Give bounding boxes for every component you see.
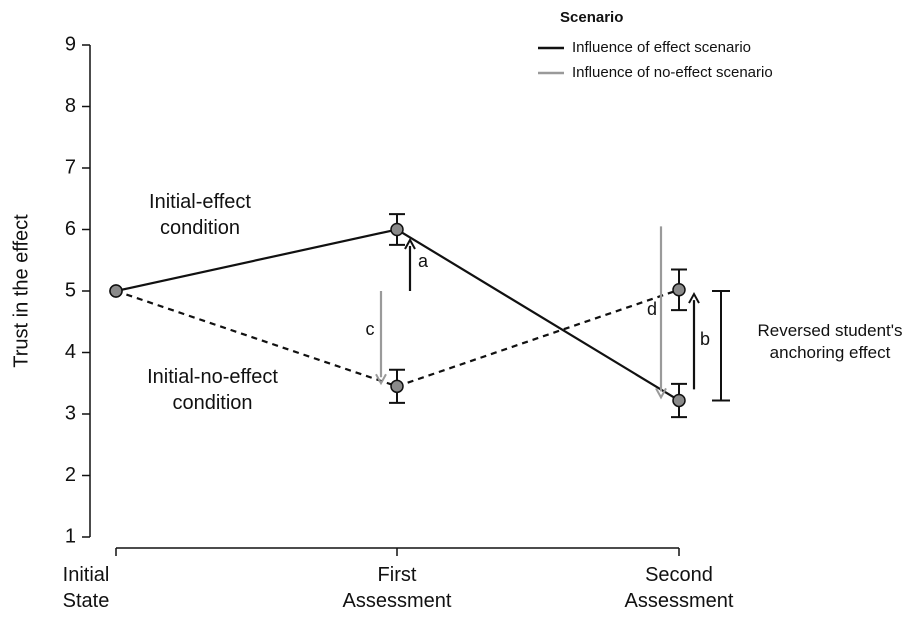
point: [672, 393, 686, 408]
legend-title: Scenario: [560, 9, 623, 26]
arrow-label: c: [366, 319, 375, 339]
arrow-label: b: [700, 329, 710, 349]
arrow-label: d: [647, 299, 657, 319]
series-name: Initial-effect condition: [149, 191, 251, 239]
arrow-label: a: [418, 251, 429, 271]
x-tick-label: Initial State: [62, 564, 110, 612]
x-tick-label: Second Assessment: [624, 564, 734, 612]
x-tick-label: First Assessment: [342, 564, 452, 612]
point: [109, 284, 123, 298]
legend-label: Influence of no-effect scenario: [572, 64, 773, 81]
y-tick-label: 6: [65, 218, 76, 240]
y-tick-label: 1: [65, 525, 76, 547]
arrow-head: [375, 373, 387, 386]
series-line: [115, 288, 680, 388]
series-name: Initial-no-effect condition: [147, 366, 278, 414]
y-tick-label: 5: [65, 279, 76, 301]
y-axis-label: Trust in the effect: [10, 214, 32, 368]
bracket: [712, 290, 730, 402]
point: [672, 283, 686, 297]
y-tick-label: 2: [65, 464, 76, 486]
y-tick-label: 8: [65, 95, 76, 117]
point: [390, 222, 404, 237]
y-tick-label: 4: [65, 341, 76, 363]
arrow-head: [655, 387, 667, 400]
y-tick-label: 7: [65, 156, 76, 178]
legend-label: Influence of effect scenario: [572, 39, 751, 56]
y-tick-label: 3: [65, 402, 76, 424]
arrow-head: [688, 292, 700, 304]
y-tick-label: 9: [65, 33, 76, 55]
bracket-label: Reversed student's anchoring effect: [757, 321, 903, 363]
arrow-head: [404, 237, 416, 250]
point: [390, 379, 404, 394]
